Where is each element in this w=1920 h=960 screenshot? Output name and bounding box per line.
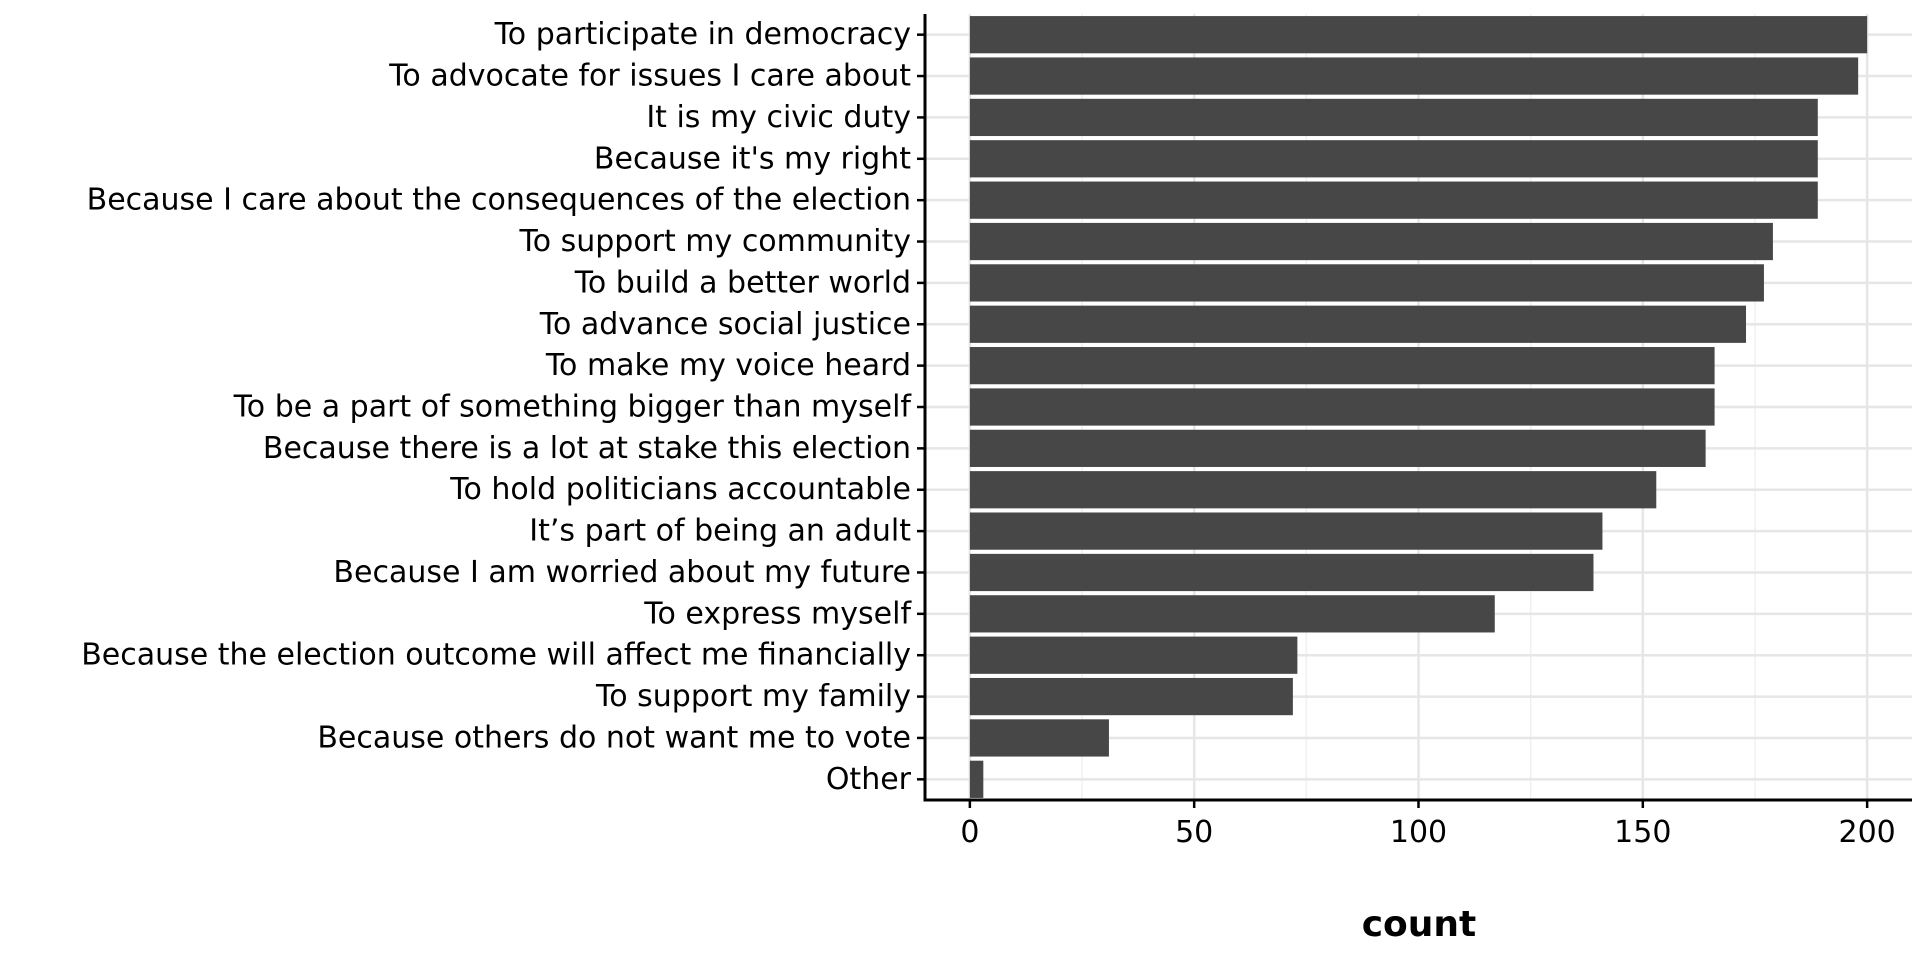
category-label: To express myself xyxy=(643,596,912,631)
category-label: To participate in democracy xyxy=(494,17,911,52)
bar xyxy=(969,719,1109,757)
bar xyxy=(969,512,1603,550)
bars xyxy=(969,16,1868,798)
category-label: Because the election outcome will affect… xyxy=(81,638,911,673)
category-label: To support my family xyxy=(595,679,911,714)
bar xyxy=(969,181,1818,219)
x-tick-label: 150 xyxy=(1614,815,1671,850)
bar xyxy=(969,388,1715,426)
x-tick-label: 0 xyxy=(960,815,979,850)
category-label: Because there is a lot at stake this ele… xyxy=(263,431,911,466)
category-label: To advance social justice xyxy=(539,307,911,342)
category-label: It is my civic duty xyxy=(646,100,911,135)
category-label: Because I am worried about my future xyxy=(333,555,911,590)
bar xyxy=(969,677,1293,716)
category-label: To support my community xyxy=(518,224,911,259)
category-label: To be a part of something bigger than my… xyxy=(233,390,913,425)
bar xyxy=(969,347,1715,385)
bar xyxy=(969,16,1868,54)
category-label: To make my voice heard xyxy=(545,348,911,383)
x-tick-label: 50 xyxy=(1175,815,1213,850)
x-tick-label: 200 xyxy=(1839,815,1896,850)
bar xyxy=(969,264,1764,302)
bar xyxy=(969,429,1706,467)
bar xyxy=(969,553,1594,592)
category-label: To advocate for issues I care about xyxy=(388,59,911,94)
axes: 0 50 100 150 200 xyxy=(917,14,1912,850)
category-label: Other xyxy=(826,762,912,797)
bar xyxy=(969,222,1773,261)
bar xyxy=(969,98,1818,137)
category-label: To hold politicians accountable xyxy=(449,472,911,507)
bar xyxy=(969,636,1298,674)
category-labels: To participate in democracy To advocate f… xyxy=(81,17,912,797)
bar xyxy=(969,595,1495,633)
category-label: Because it's my right xyxy=(594,141,911,176)
x-axis-title: count xyxy=(1362,904,1477,945)
category-label: To build a better world xyxy=(574,265,911,300)
category-label: Because I care about the consequences of… xyxy=(87,183,911,218)
bar xyxy=(969,305,1747,343)
bar xyxy=(969,57,1859,95)
bar xyxy=(969,471,1657,509)
category-label: It’s part of being an adult xyxy=(529,514,911,549)
bar xyxy=(969,140,1818,178)
bar xyxy=(969,760,984,798)
category-label: Because others do not want me to vote xyxy=(317,720,911,755)
x-tick-label: 100 xyxy=(1390,815,1447,850)
